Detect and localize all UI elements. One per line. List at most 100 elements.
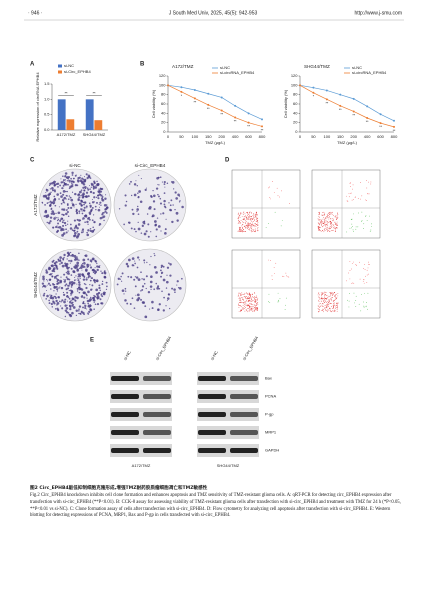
event bbox=[348, 272, 349, 274]
point bbox=[180, 90, 183, 93]
colony bbox=[54, 204, 57, 207]
event bbox=[337, 216, 339, 218]
event bbox=[334, 299, 336, 300]
event bbox=[349, 261, 351, 262]
colony bbox=[104, 210, 107, 213]
event bbox=[278, 300, 280, 302]
point bbox=[167, 84, 169, 87]
point bbox=[299, 84, 301, 87]
event bbox=[327, 215, 328, 216]
event bbox=[252, 225, 254, 227]
event bbox=[328, 295, 330, 297]
event bbox=[275, 262, 277, 264]
colony bbox=[87, 313, 90, 315]
event bbox=[246, 300, 247, 301]
colony bbox=[105, 206, 109, 210]
colony bbox=[71, 202, 73, 204]
x-axis-label: TMZ (μg/L) bbox=[205, 140, 226, 145]
colony bbox=[79, 179, 83, 183]
colony bbox=[89, 284, 91, 286]
event bbox=[321, 220, 322, 222]
point bbox=[193, 97, 196, 100]
event bbox=[333, 227, 334, 228]
event bbox=[324, 295, 326, 297]
event bbox=[317, 294, 319, 296]
event bbox=[323, 301, 324, 303]
colony bbox=[89, 279, 92, 282]
event bbox=[332, 300, 334, 302]
event bbox=[366, 269, 368, 271]
colony bbox=[163, 296, 165, 299]
colony bbox=[62, 179, 65, 182]
colony bbox=[164, 232, 167, 235]
colony bbox=[145, 316, 147, 318]
event bbox=[360, 198, 361, 200]
colony bbox=[53, 295, 55, 297]
event bbox=[333, 303, 334, 304]
colony bbox=[133, 183, 137, 186]
colony bbox=[68, 282, 71, 285]
event bbox=[253, 217, 254, 219]
sig-label: ** bbox=[64, 90, 68, 95]
event bbox=[242, 212, 244, 214]
event bbox=[251, 301, 253, 302]
colony bbox=[124, 194, 127, 197]
colony bbox=[101, 272, 104, 275]
event bbox=[242, 231, 243, 233]
colony bbox=[145, 230, 148, 233]
colony bbox=[80, 189, 83, 192]
journal: J South Med Univ, 2025, 45(5): 942-953 bbox=[169, 10, 258, 16]
event bbox=[247, 225, 249, 227]
colony bbox=[141, 301, 145, 304]
colony bbox=[70, 292, 73, 295]
event bbox=[337, 214, 339, 215]
colony bbox=[79, 208, 82, 210]
colony bbox=[65, 194, 68, 197]
event bbox=[318, 311, 319, 313]
event bbox=[238, 215, 240, 216]
event bbox=[327, 222, 328, 224]
colony bbox=[156, 285, 160, 288]
colony bbox=[50, 212, 53, 215]
event bbox=[244, 219, 246, 221]
colony bbox=[146, 261, 148, 264]
colony bbox=[70, 206, 73, 210]
colony bbox=[60, 202, 63, 205]
colony bbox=[89, 308, 93, 312]
event bbox=[248, 229, 250, 230]
event bbox=[366, 282, 368, 283]
band bbox=[230, 412, 258, 417]
colony bbox=[152, 189, 154, 192]
colony bbox=[77, 180, 80, 183]
event bbox=[331, 303, 333, 304]
colony bbox=[65, 264, 68, 267]
colony bbox=[169, 274, 172, 277]
event bbox=[351, 227, 352, 229]
colony bbox=[48, 278, 52, 282]
event bbox=[324, 299, 326, 300]
colony bbox=[93, 297, 95, 299]
colony bbox=[49, 182, 52, 186]
colony bbox=[82, 302, 85, 304]
y-tick-label: 0 bbox=[295, 129, 298, 134]
event bbox=[247, 222, 249, 224]
colony bbox=[98, 286, 101, 290]
colony bbox=[96, 279, 98, 281]
event bbox=[249, 214, 251, 216]
event bbox=[332, 215, 334, 216]
event bbox=[268, 223, 269, 224]
colony bbox=[79, 288, 82, 290]
event bbox=[240, 310, 241, 312]
colony bbox=[65, 288, 68, 291]
colony bbox=[47, 197, 49, 200]
colony bbox=[169, 263, 172, 266]
colony bbox=[181, 205, 184, 209]
event bbox=[349, 227, 351, 229]
colony bbox=[56, 278, 60, 282]
event bbox=[334, 226, 336, 228]
event bbox=[333, 305, 334, 307]
colony bbox=[52, 226, 55, 229]
colony bbox=[86, 233, 90, 237]
event bbox=[325, 227, 327, 229]
event bbox=[336, 225, 337, 227]
